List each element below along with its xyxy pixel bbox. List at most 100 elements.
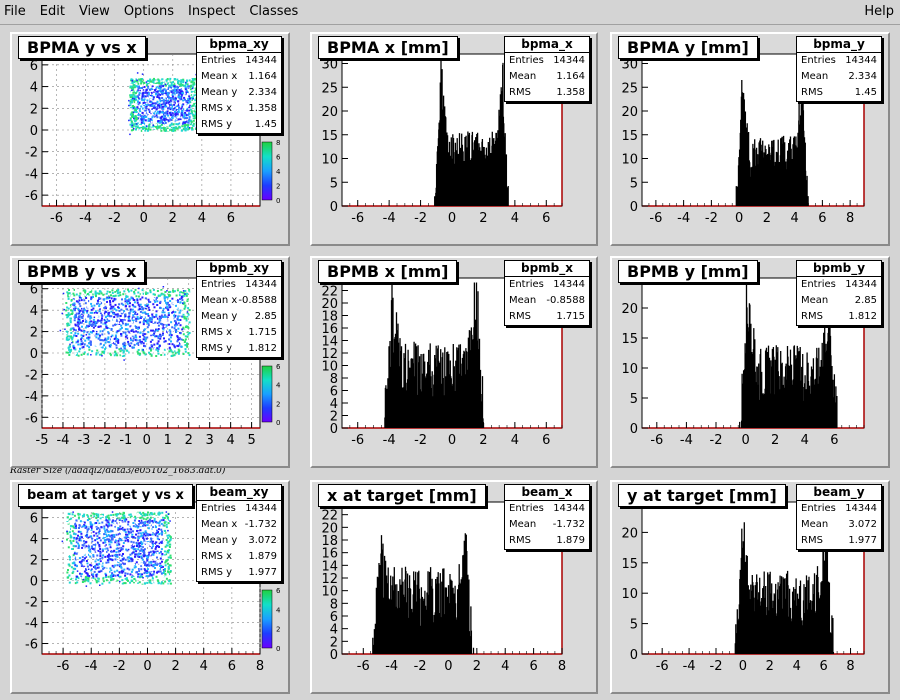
menu-classes[interactable]: Classes (249, 4, 299, 19)
heatmap-cell (142, 338, 145, 341)
heatmap-cell (166, 519, 169, 522)
heatmap-cell (130, 78, 133, 81)
heatmap-cell (79, 539, 82, 542)
y-tick-label: -2 (25, 146, 38, 161)
heatmap-cell (158, 105, 161, 108)
stats-row: Mean y 2.334 (197, 85, 281, 101)
heatmap-cell (110, 569, 113, 572)
heatmap-cell (151, 542, 154, 545)
stats-label: Mean (801, 295, 829, 306)
heatmap-cell (147, 324, 150, 327)
heatmap-cell (156, 308, 159, 311)
heatmap-cell (67, 295, 70, 298)
menu-help[interactable]: Help (864, 4, 894, 19)
stats-row: Entries 14344 (197, 501, 281, 517)
heatmap-cell (83, 521, 86, 524)
heatmap-cell (157, 531, 159, 533)
heatmap-cell (133, 84, 136, 87)
pad-bpma_x[interactable]: -6 -4 -2 0 2 4 6 0 5 10 15 20 25 30 BPMA x [mm] bpma_x E… (310, 32, 598, 246)
heatmap-cell (115, 523, 118, 526)
pad-bpma_y[interactable]: -6 -4 -2 0 2 4 6 8 0 5 10 15 20 25 30 BPMA y [mm] bpma_y… (610, 32, 890, 246)
heatmap-cell (183, 307, 186, 310)
heatmap-cell (170, 90, 173, 93)
heatmap-cell (129, 337, 132, 340)
heatmap-cell (140, 540, 143, 543)
heatmap-outlier (139, 321, 142, 323)
heatmap-cell (110, 537, 113, 539)
stats-row: RMS 1.358 (505, 85, 589, 101)
heatmap-cell (159, 301, 162, 304)
heatmap-cell (172, 123, 175, 126)
menu-inspect[interactable]: Inspect (187, 4, 236, 19)
heatmap-cell (152, 329, 154, 332)
heatmap-cell (113, 524, 116, 527)
heatmap-cell (80, 535, 83, 538)
heatmap-cell (85, 317, 88, 320)
palette-tick-label: 0 (276, 645, 280, 653)
heatmap-cell (126, 579, 129, 581)
heatmap-cell (69, 534, 72, 537)
heatmap-cell (153, 558, 156, 561)
heatmap-cell (177, 301, 179, 303)
menu-options[interactable]: Options (123, 4, 174, 19)
heatmap-cell (95, 532, 98, 535)
x-tick-label: 2 (479, 211, 487, 226)
heatmap-cell (89, 550, 92, 553)
heatmap-cell (122, 528, 125, 531)
heatmap-cell (103, 535, 106, 537)
heatmap-cell (128, 568, 131, 571)
menu-file[interactable]: File (4, 4, 26, 19)
heatmap-cell (163, 337, 165, 340)
heatmap-cell (74, 557, 77, 560)
heatmap-cell (163, 297, 166, 300)
heatmap-cell (79, 342, 82, 345)
heatmap-cell (191, 94, 194, 97)
heatmap-outlier (85, 556, 88, 558)
heatmap-cell (100, 300, 103, 303)
heatmap-cell (190, 117, 192, 120)
heatmap-cell (160, 102, 163, 105)
pad-bpma_xy[interactable]: -6 -4 -2 0 2 4 6 -6 -4 -2 0 2 4 6 8 6 4 2 0 BPMA y vs x bpma… (10, 32, 290, 246)
heatmap-outlier (131, 124, 133, 127)
heatmap-cell (193, 96, 196, 99)
heatmap-cell (142, 99, 145, 102)
heatmap-cell (170, 321, 173, 324)
root-canvas[interactable]: Raster Size (/adaql2/data3/e05102_1683.d… (0, 26, 900, 700)
heatmap-cell (174, 129, 177, 132)
heatmap-cell (87, 578, 90, 581)
pad-beam_x[interactable]: -6 -4 -2 0 2 4 6 8 0 2 4 6 8 10 12 14 16 18 20 22 x at targe… (310, 480, 598, 694)
heatmap-cell (161, 560, 163, 563)
heatmap-cell (156, 290, 159, 292)
x-tick-label: 2 (479, 433, 487, 448)
stats-box-name: bpma_x (505, 37, 589, 53)
heatmap-cell (149, 301, 152, 303)
heatmap-cell (154, 121, 157, 123)
menu-edit[interactable]: Edit (39, 4, 65, 19)
pad-bpmb_y[interactable]: -6-4-202460510152025BPMB y [mm]bpmb_yEnt… (610, 256, 890, 468)
heatmap-cell (84, 529, 87, 532)
heatmap-cell (154, 533, 157, 536)
heatmap-cell (108, 344, 111, 347)
menu-view[interactable]: View (78, 4, 110, 19)
pad-bpmb_x[interactable]: -6 -4 -2 0 2 4 6 0 2 4 6 8 10 12 14 16 18 20 22 BPMB x [mm]… (310, 256, 598, 468)
heatmap-cell (111, 334, 114, 337)
pad-bpmb_xy[interactable]: -5 -4 -3 -2 -1 0 1 2 3 4 5 -6 -4 -2 0 2 4 6 6 4 2 0 BPMB y vs … (10, 256, 290, 468)
heatmap-outlier (167, 316, 169, 318)
heatmap-cell (173, 86, 176, 89)
heatmap-cell (68, 335, 71, 338)
heatmap-cell (88, 549, 90, 552)
heatmap-cell (188, 321, 191, 324)
heatmap-cell (74, 307, 77, 310)
pad-beam_xy[interactable]: -6 -4 -2 0 2 4 6 8 -6 -4 -2 0 2 4 6 6 4 2 0 beam at target … (10, 480, 290, 694)
heatmap-cell (123, 536, 126, 539)
heatmap-cell (91, 311, 94, 314)
heatmap-cell (166, 85, 169, 87)
heatmap-cell (108, 548, 111, 551)
heatmap-cell (105, 579, 108, 582)
heatmap-cell (153, 532, 156, 534)
heatmap-cell (182, 127, 185, 130)
heatmap-cell (129, 325, 132, 328)
heatmap-cell (171, 105, 174, 108)
heatmap-cell (138, 581, 141, 584)
heatmap-cell (104, 299, 107, 302)
